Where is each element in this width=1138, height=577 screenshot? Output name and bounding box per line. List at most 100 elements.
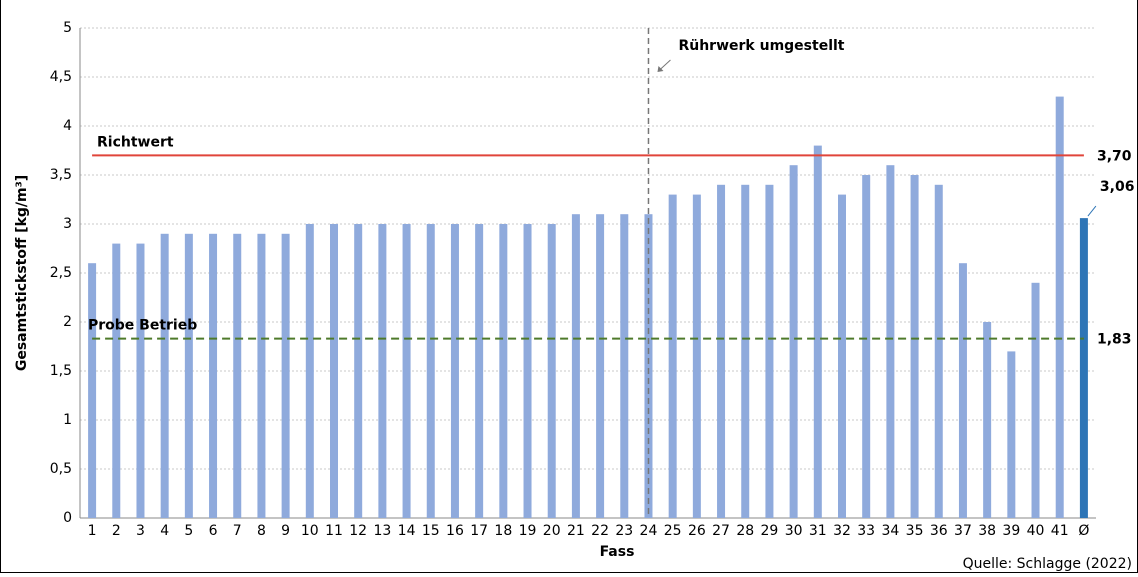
x-tick-label: 15: [422, 523, 440, 539]
reference-value: 3,70: [1097, 148, 1132, 164]
bar: [910, 175, 919, 518]
bar: [450, 224, 459, 518]
y-tick-label: 0: [63, 510, 72, 526]
x-tick-label: 21: [567, 523, 585, 539]
x-tick-label: 7: [233, 523, 242, 539]
y-tick-label: 4: [63, 118, 72, 134]
x-tick-label: 2: [112, 523, 121, 539]
x-tick-label: 16: [446, 523, 464, 539]
x-tick-label: 4: [160, 523, 169, 539]
reference-value: 1,83: [1097, 332, 1132, 348]
bar: [838, 194, 846, 518]
bar: [160, 233, 169, 519]
bar: [862, 175, 871, 518]
x-axis-label: Fass: [600, 544, 635, 560]
bar: [1079, 218, 1088, 518]
y-tick-label: 2,5: [50, 265, 72, 281]
x-tick-label: 19: [519, 523, 537, 539]
x-tick-label: 6: [209, 523, 218, 539]
x-tick-label: 11: [325, 523, 343, 539]
y-tick-label: 3,5: [50, 167, 72, 183]
bar: [765, 184, 774, 519]
y-tick-label: 1,5: [50, 363, 72, 379]
bar: [547, 224, 556, 518]
reference-label: Probe Betrieb: [88, 318, 197, 334]
x-tick-label: 34: [881, 523, 899, 539]
x-tick-label: 1: [88, 523, 97, 539]
x-tick-label: 14: [398, 523, 416, 539]
bar: [958, 263, 967, 518]
bar: [983, 322, 992, 518]
x-tick-label: 18: [494, 523, 512, 539]
x-tick-label: 31: [809, 523, 827, 539]
bar: [305, 224, 314, 518]
bar: [475, 224, 484, 518]
bar: [813, 145, 822, 518]
bar: [620, 214, 629, 518]
bar: [741, 184, 750, 519]
bar: [378, 224, 387, 518]
x-tick-label: 10: [301, 523, 319, 539]
y-tick-label: 4,5: [50, 69, 72, 85]
x-tick-label: 5: [184, 523, 193, 539]
y-axis-label: Gesamtstickstoff [kg/m³]: [14, 175, 30, 371]
x-tick-label: 24: [640, 523, 658, 539]
x-tick-label: 36: [930, 523, 948, 539]
x-tick-label: 26: [688, 523, 706, 539]
bar: [354, 224, 363, 518]
y-tick-label: 1: [63, 412, 72, 428]
bar: [1031, 282, 1040, 518]
x-tick-label: 17: [470, 523, 488, 539]
x-tick-label: 25: [664, 523, 682, 539]
x-tick-label: 8: [257, 523, 266, 539]
source: Quelle: Schlagge (2022): [963, 556, 1132, 572]
bar: [209, 233, 218, 519]
bar: [281, 233, 290, 519]
bar: [523, 224, 532, 518]
y-tick-label: 0,5: [50, 461, 72, 477]
average-label: 3,06: [1100, 179, 1135, 195]
x-tick-label: 22: [591, 523, 609, 539]
x-tick-label: 28: [736, 523, 754, 539]
x-tick-label: 9: [281, 523, 290, 539]
bar: [717, 184, 726, 519]
bar: [112, 243, 121, 518]
x-tick-label: 32: [833, 523, 851, 539]
y-tick-label: 2: [63, 314, 72, 330]
x-tick-label: Ø: [1078, 523, 1089, 539]
x-tick-label: 30: [785, 523, 803, 539]
bar: [257, 233, 266, 519]
bar: [596, 214, 605, 518]
x-tick-label: 12: [349, 523, 367, 539]
bar: [644, 214, 653, 518]
y-tick-label: 3: [63, 216, 72, 232]
bar: [692, 194, 701, 518]
x-tick-label: 27: [712, 523, 730, 539]
x-tick-label: 33: [857, 523, 875, 539]
bar: [136, 243, 145, 518]
x-tick-label: 23: [615, 523, 633, 539]
bar: [1055, 96, 1064, 518]
bar: [330, 224, 338, 518]
bar: [426, 224, 435, 518]
bar: [571, 214, 580, 518]
bar: [1007, 351, 1016, 518]
y-tick-label: 5: [63, 20, 72, 36]
x-tick-label: 41: [1051, 523, 1069, 539]
bar: [499, 224, 508, 518]
bar: [184, 233, 193, 519]
x-tick-label: 35: [906, 523, 924, 539]
x-tick-label: 20: [543, 523, 561, 539]
bar: [233, 233, 242, 519]
leader: [1087, 205, 1097, 217]
x-tick-label: 37: [954, 523, 972, 539]
x-tick-label: 38: [978, 523, 996, 539]
reference-label: Richtwert: [97, 134, 174, 150]
x-tick-label: 40: [1027, 523, 1045, 539]
bar: [668, 194, 677, 518]
x-tick-label: 13: [373, 523, 391, 539]
bar: [402, 224, 411, 518]
x-tick-label: 3: [136, 523, 145, 539]
x-tick-label: 29: [761, 523, 779, 539]
